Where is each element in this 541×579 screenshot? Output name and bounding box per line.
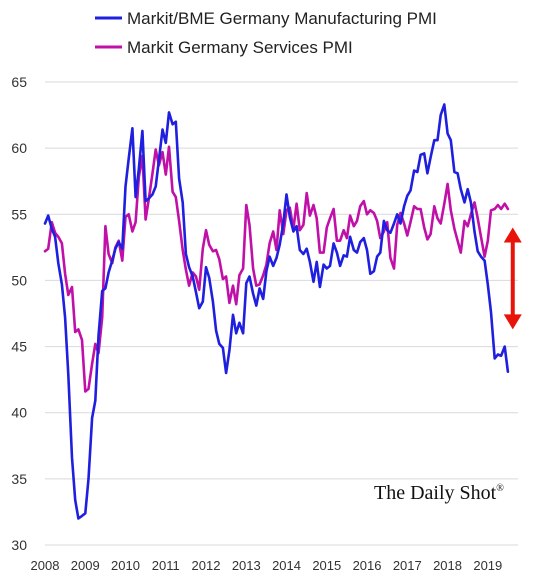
watermark-text: The Daily Shot [374, 482, 497, 504]
svg-text:The Daily Shot®: The Daily Shot® [374, 482, 504, 504]
y-tick-label: 50 [11, 272, 27, 288]
legend-label-services: Markit Germany Services PMI [127, 38, 353, 57]
series-line-manufacturing [43, 103, 510, 520]
x-tick-label: 2017 [393, 558, 422, 573]
annotation-arrow-head-up [503, 227, 522, 243]
legend-item-services: Markit Germany Services PMI [95, 38, 353, 57]
x-tick-label: 2011 [152, 558, 180, 573]
x-tick-label: 2008 [31, 558, 60, 573]
series-lines [43, 103, 510, 520]
x-tick-label: 2009 [71, 558, 100, 573]
y-tick-label: 60 [11, 140, 27, 156]
y-tick-label: 30 [11, 537, 27, 553]
x-axis-tick-labels: 2008 2009 2010 2011 2012 2013 2014 2015 2016 2017… [31, 558, 503, 573]
series-line-services [43, 145, 510, 393]
watermark: The Daily Shot® [374, 482, 504, 504]
x-tick-label: 2013 [232, 558, 261, 573]
legend-item-manufacturing: Markit/BME Germany Manufacturing PMI [95, 9, 437, 28]
annotations [503, 227, 522, 330]
x-tick-label: 2016 [353, 558, 382, 573]
x-tick-label: 2018 [433, 558, 462, 573]
y-tick-label: 65 [11, 74, 27, 90]
y-tick-label: 45 [11, 339, 27, 355]
gridlines [45, 81, 518, 546]
y-tick-label: 55 [11, 206, 27, 222]
watermark-registered-mark: ® [496, 483, 504, 494]
x-tick-label: 2010 [111, 558, 140, 573]
legend-label-manufacturing: Markit/BME Germany Manufacturing PMI [127, 9, 437, 28]
x-tick-label: 2014 [272, 558, 301, 573]
annotation-arrow-head-down [503, 314, 522, 330]
y-axis-tick-labels: 30 35 40 45 50 55 60 65 [11, 74, 27, 553]
x-tick-label: 2019 [473, 558, 502, 573]
y-tick-label: 35 [11, 471, 27, 487]
x-tick-label: 2012 [192, 558, 221, 573]
x-tick-label: 2015 [312, 558, 341, 573]
y-tick-label: 40 [11, 405, 27, 421]
legend: Markit/BME Germany Manufacturing PMI Mar… [95, 9, 437, 57]
